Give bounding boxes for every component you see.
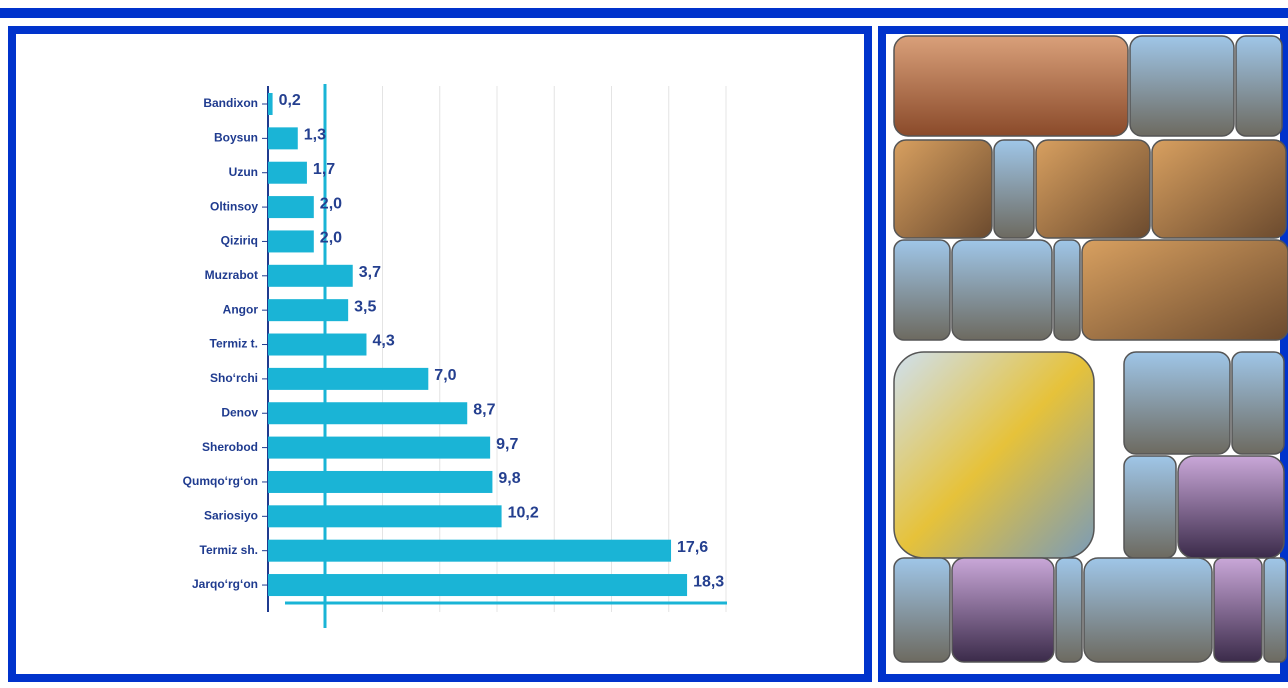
- y-tick-label: Denov: [221, 405, 258, 419]
- y-tick-label: Boysun: [214, 131, 258, 145]
- bar: [268, 264, 353, 287]
- photo-tiles: [893, 35, 1288, 663]
- y-tick-label: Muzrabot: [205, 268, 258, 282]
- y-tick-label: Termiz sh.: [200, 543, 258, 557]
- bar: [268, 470, 493, 493]
- top-band: [0, 8, 1288, 18]
- value-label: 7,0: [434, 367, 456, 384]
- bar: [268, 196, 314, 219]
- photo-collage: [893, 35, 1288, 663]
- value-label: 2,0: [320, 230, 342, 247]
- value-label: 18,3: [693, 573, 724, 590]
- value-label: 4,3: [372, 333, 394, 350]
- value-label: 2,0: [320, 195, 342, 212]
- y-tick-label: Uzun: [229, 165, 258, 179]
- value-label: 10,2: [508, 505, 539, 522]
- value-label: 1,7: [313, 161, 335, 178]
- bar: [268, 539, 672, 562]
- value-label: 9,7: [496, 436, 518, 453]
- y-tick-label: Jarqo‘rg‘on: [192, 577, 258, 591]
- y-tick-label: Bandixon: [203, 96, 258, 110]
- value-label: 1,3: [304, 127, 326, 144]
- bar: [268, 574, 688, 597]
- y-tick-label: Angor: [223, 302, 259, 316]
- value-label: 9,8: [498, 470, 520, 487]
- bar: [268, 436, 491, 459]
- bar: [268, 161, 307, 184]
- y-tick-label: Qumqo‘rg‘on: [183, 474, 258, 488]
- bar: [268, 127, 298, 150]
- value-label: 8,7: [473, 401, 495, 418]
- bar: [268, 333, 367, 356]
- bar: [268, 93, 273, 115]
- bar: [268, 402, 468, 425]
- y-tick-label: Termiz t.: [210, 337, 258, 351]
- value-label: 0,2: [279, 92, 301, 109]
- value-label: 17,6: [677, 539, 708, 556]
- value-label: 3,5: [354, 298, 376, 315]
- y-tick-label: Oltinsoy: [210, 199, 258, 213]
- bar: [268, 230, 314, 253]
- bar: [268, 299, 349, 322]
- chart: Bandixon 0,2 Boysun 1,3 Uzun 1,7 Oltinsoy 2,0 Qi…: [183, 84, 727, 628]
- y-tick-label: Sho‘rchi: [210, 371, 258, 385]
- y-tick-label: Sariosiyo: [204, 508, 258, 522]
- y-tick-label: Sherobod: [202, 440, 258, 454]
- bar: [268, 367, 429, 390]
- y-tick-label: Qiziriq: [221, 234, 258, 248]
- bar: [268, 505, 502, 528]
- value-label: 3,7: [359, 264, 381, 281]
